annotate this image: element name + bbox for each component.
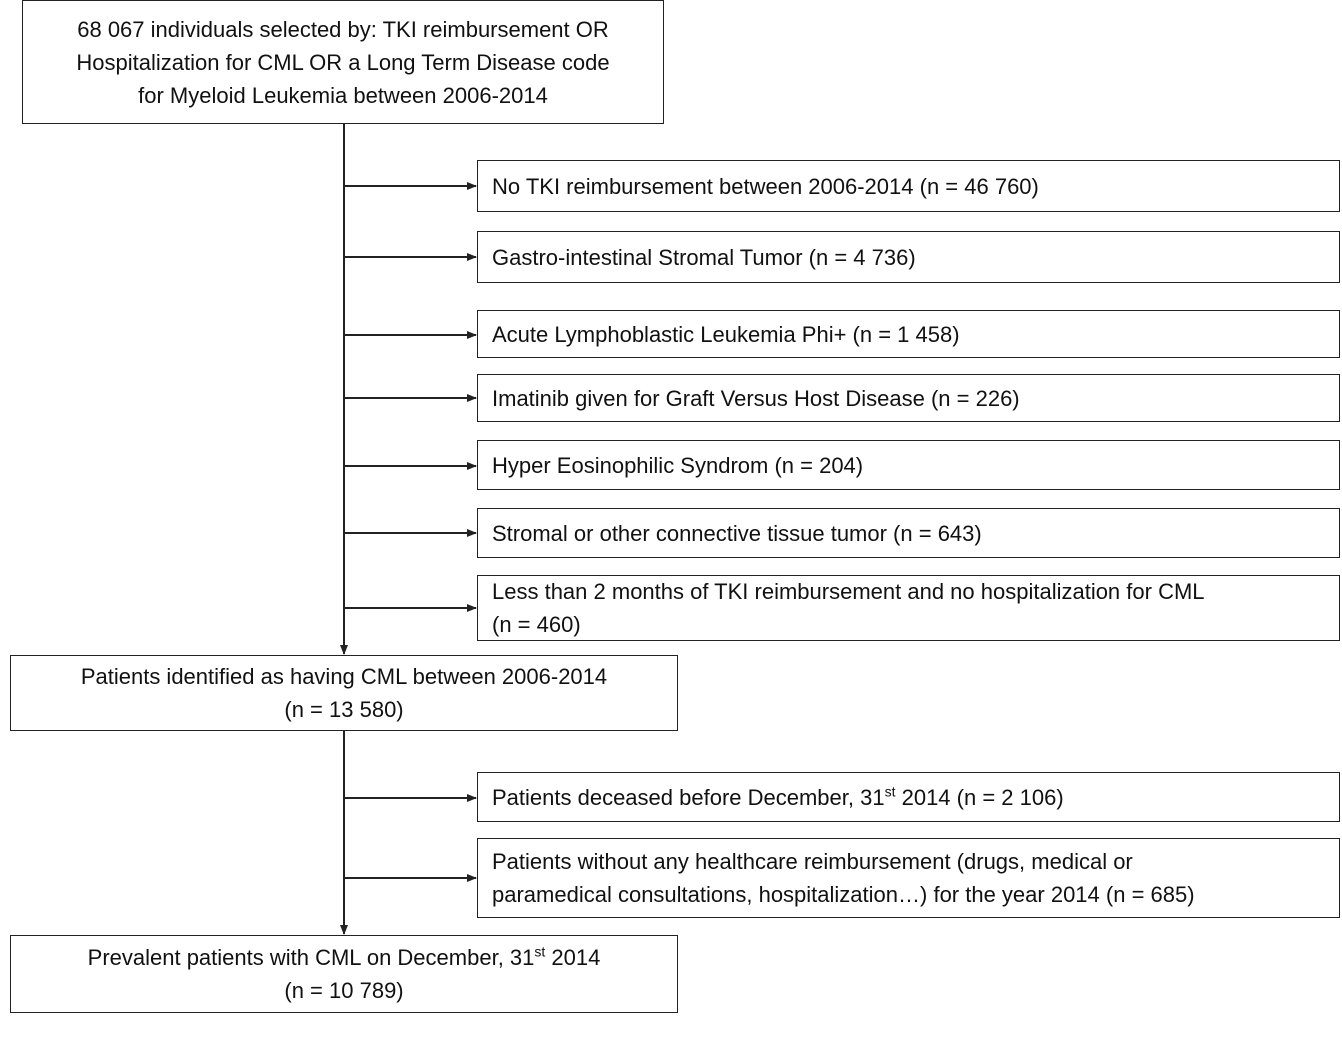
box-text-line: Patients identified as having CML betwee… — [80, 664, 608, 689]
text: Prevalent patients with CML on December,… — [87, 945, 535, 970]
box-text-line: Acute Lymphoblastic Leukemia Phi+ (n = 1… — [492, 321, 960, 347]
exclusion-box: Patients without any healthcare reimburs… — [477, 838, 1340, 918]
main-box: 68 067 individuals selected by: TKI reim… — [22, 0, 664, 124]
box-text-line: Stromal or other connective tissue tumor… — [492, 520, 982, 546]
box-text-line: No TKI reimbursement between 2006-2014 (… — [492, 173, 1039, 199]
exclusion-box: Gastro-intestinal Stromal Tumor (n = 4 7… — [477, 231, 1340, 283]
box-text-line: Hospitalization for CML OR a Long Term D… — [76, 49, 610, 75]
superscript: st — [534, 943, 546, 960]
text: 2014 (n = 2 106) — [895, 784, 1064, 810]
text: 2014 — [545, 945, 601, 970]
main-box: Patients identified as having CML betwee… — [10, 655, 678, 731]
box-text-line: Prevalent patients with CML on December,… — [88, 941, 601, 974]
box-text-line: Patients deceased before December, 31st … — [492, 781, 1064, 814]
box-text-line: 68 067 individuals selected by: TKI reim… — [77, 16, 609, 42]
text: Patients deceased before December, 31 — [492, 784, 885, 810]
exclusion-box: Patients deceased before December, 31st … — [477, 772, 1340, 822]
exclusion-box: Hyper Eosinophilic Syndrom (n = 204) — [477, 440, 1340, 490]
box-text-line: for Myeloid Leukemia between 2006-2014 — [138, 82, 548, 108]
exclusion-box: Imatinib given for Graft Versus Host Dis… — [477, 374, 1340, 422]
box-text-line: Patients without any healthcare reimburs… — [492, 849, 1133, 874]
box-text-line: (n = 13 580) — [284, 697, 404, 722]
exclusion-box: Acute Lymphoblastic Leukemia Phi+ (n = 1… — [477, 310, 1340, 358]
box-text-line: Less than 2 months of TKI reimbursement … — [492, 579, 1205, 604]
exclusion-box: No TKI reimbursement between 2006-2014 (… — [477, 160, 1340, 212]
box-text-line: Imatinib given for Graft Versus Host Dis… — [492, 385, 1020, 411]
box-text-line: (n = 10 789) — [284, 978, 404, 1003]
superscript: st — [884, 783, 896, 800]
box-text-line: (n = 460) — [492, 612, 581, 637]
exclusion-box: Stromal or other connective tissue tumor… — [477, 508, 1340, 558]
box-text-line: Gastro-intestinal Stromal Tumor (n = 4 7… — [492, 244, 916, 270]
main-box: Prevalent patients with CML on December,… — [10, 935, 678, 1013]
box-text-line: paramedical consultations, hospitalizati… — [492, 882, 1195, 907]
box-text-line: Hyper Eosinophilic Syndrom (n = 204) — [492, 452, 864, 478]
exclusion-box: Less than 2 months of TKI reimbursement … — [477, 575, 1340, 641]
